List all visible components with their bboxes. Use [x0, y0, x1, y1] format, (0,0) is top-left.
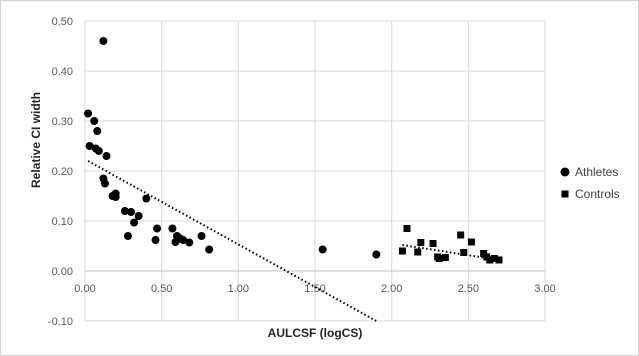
- point-athletes: [179, 236, 188, 244]
- point-athletes: [100, 179, 109, 188]
- point-athletes: [90, 117, 99, 125]
- data-points: [84, 37, 503, 264]
- point-athletes: [197, 232, 206, 240]
- point-athletes: [120, 207, 129, 215]
- y-tick-label: 0.20: [52, 166, 73, 178]
- legend-marker-controls: [561, 190, 569, 198]
- point-athletes: [93, 127, 102, 135]
- legend-label-controls: Controls: [575, 187, 620, 201]
- y-tick-label: 0.00: [52, 266, 73, 278]
- trendlines: [87, 160, 500, 322]
- point-controls: [457, 231, 465, 239]
- point-controls: [435, 255, 443, 262]
- point-athletes: [372, 250, 381, 259]
- legend-label-athletes: Athletes: [575, 165, 618, 179]
- point-athletes: [153, 224, 162, 233]
- point-athletes: [102, 152, 111, 160]
- point-controls: [417, 239, 425, 246]
- point-controls: [441, 254, 449, 261]
- point-controls: [467, 238, 475, 246]
- x-tick-label: 0.00: [74, 283, 95, 295]
- point-athletes: [205, 245, 214, 254]
- trendline-controls: [402, 244, 500, 261]
- point-controls: [490, 255, 498, 262]
- point-athletes: [94, 147, 103, 155]
- point-controls: [398, 247, 406, 255]
- x-tick-label: 0.50: [151, 283, 172, 295]
- y-tick-label: 0.10: [52, 216, 73, 228]
- legend: Athletes Controls: [560, 165, 620, 201]
- point-athletes: [130, 218, 139, 227]
- x-tick-label: 2.00: [381, 283, 402, 295]
- point-controls: [486, 256, 494, 264]
- y-tick-label: 0.40: [52, 66, 73, 78]
- point-controls: [414, 248, 422, 256]
- tick-labels: 0.00 0.50 1.00 1.50 2.00 2.50 3.00 -0.10 0.00 0.1…: [48, 16, 556, 328]
- grid-lines: [84, 20, 546, 322]
- point-athletes: [99, 37, 108, 45]
- x-tick-label: 2.50: [458, 283, 479, 295]
- point-athletes: [134, 212, 143, 220]
- point-athletes: [168, 224, 177, 233]
- y-axis-title: Relative CI width: [29, 92, 43, 188]
- point-athletes: [127, 208, 135, 216]
- trendline-athletes: [87, 160, 377, 322]
- x-tick-label: 1.50: [304, 283, 325, 295]
- y-tick-label: 0.50: [52, 16, 73, 28]
- point-controls: [495, 256, 503, 264]
- x-tick-label: 1.00: [228, 283, 249, 295]
- point-controls: [460, 249, 468, 256]
- x-axis-title: AULCSF (logCS): [268, 326, 363, 340]
- y-tick-label: -0.10: [48, 316, 73, 328]
- point-athletes: [84, 109, 93, 118]
- point-athletes: [123, 232, 132, 240]
- x-tick-label: 3.00: [534, 283, 555, 295]
- y-tick-label: 0.30: [52, 116, 73, 128]
- point-controls: [429, 240, 437, 247]
- point-controls: [403, 225, 411, 232]
- point-athletes: [185, 238, 194, 247]
- point-athletes: [142, 194, 151, 203]
- legend-marker-athletes: [560, 167, 570, 177]
- point-athletes: [151, 236, 160, 244]
- point-athletes: [85, 142, 94, 150]
- point-athletes: [318, 245, 327, 254]
- point-athletes: [111, 193, 120, 201]
